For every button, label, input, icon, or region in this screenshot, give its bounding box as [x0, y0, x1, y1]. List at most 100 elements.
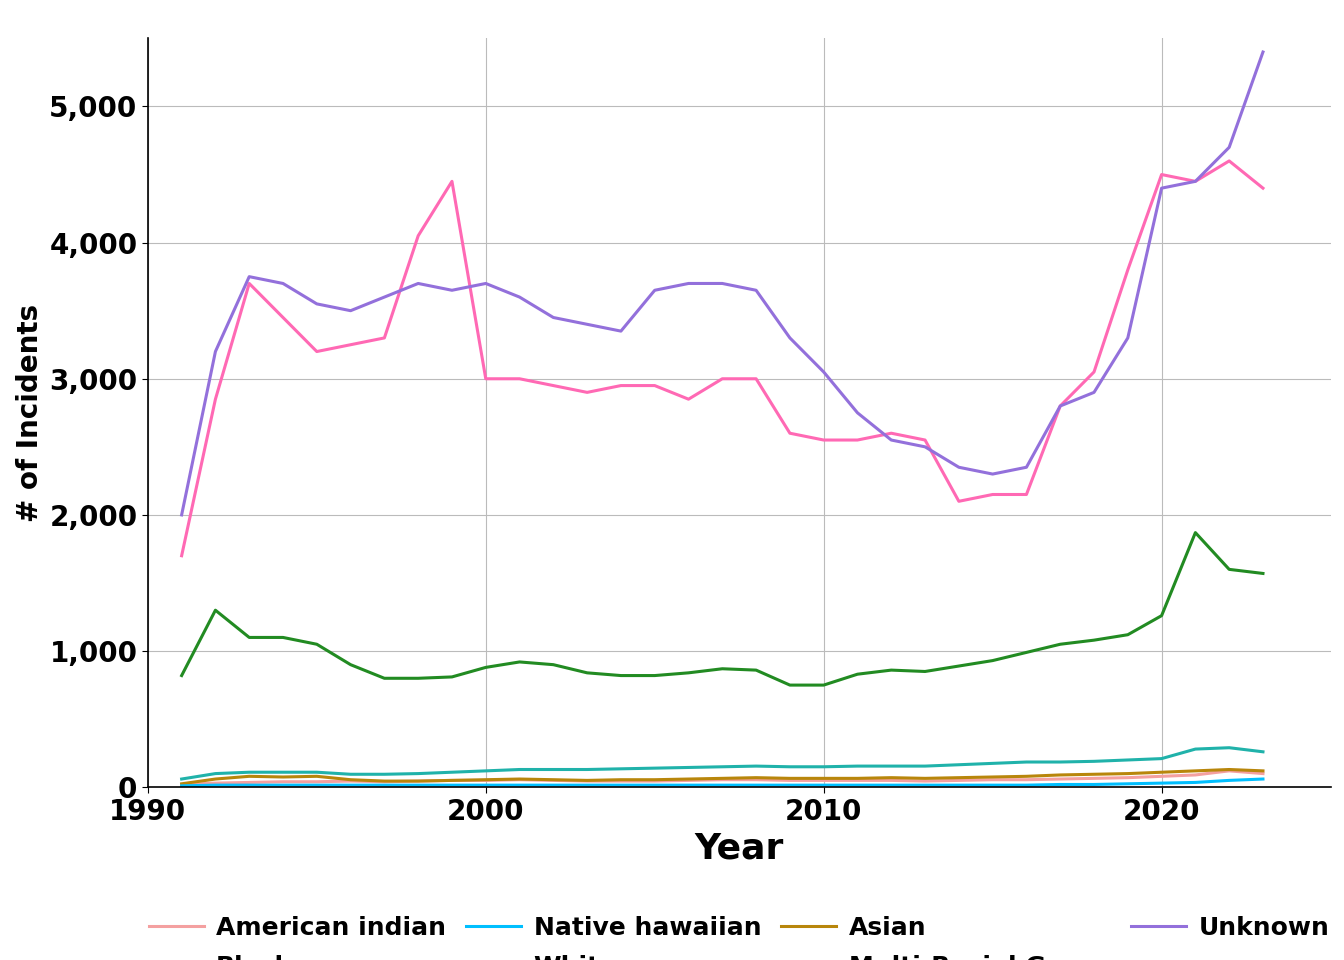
White: [309, 346, 325, 357]
Asian: [680, 773, 696, 784]
American indian: [816, 775, 832, 786]
Black: [276, 632, 292, 643]
American indian: [1255, 768, 1271, 780]
Multi-Racial Group: [444, 766, 460, 778]
Multi-Racial Group: [1120, 755, 1136, 766]
American indian: [173, 779, 190, 790]
Native hawaiian: [680, 780, 696, 791]
Multi-Racial Group: [782, 761, 798, 773]
Black: [207, 605, 223, 616]
White: [849, 434, 866, 445]
Y-axis label: # of Incidents: # of Incidents: [16, 303, 43, 522]
Black: [1187, 527, 1203, 539]
American indian: [849, 775, 866, 786]
Black: [1019, 647, 1035, 659]
Asian: [241, 771, 257, 782]
Multi-Racial Group: [1187, 743, 1203, 755]
Asian: [1086, 769, 1102, 780]
Multi-Racial Group: [546, 764, 562, 776]
Native hawaiian: [343, 780, 359, 791]
Black: [714, 663, 730, 675]
Multi-Racial Group: [512, 764, 528, 776]
Native hawaiian: [546, 780, 562, 791]
American indian: [950, 775, 966, 786]
Asian: [343, 774, 359, 785]
Native hawaiian: [816, 780, 832, 791]
Multi-Racial Group: [849, 760, 866, 772]
Native hawaiian: [613, 780, 629, 791]
Asian: [1120, 768, 1136, 780]
Native hawaiian: [917, 780, 933, 791]
White: [376, 332, 392, 344]
Multi-Racial Group: [1222, 742, 1238, 754]
White: [917, 434, 933, 445]
Native hawaiian: [749, 780, 765, 791]
Multi-Racial Group: [1153, 753, 1169, 764]
Asian: [1255, 765, 1271, 777]
Native hawaiian: [985, 780, 1001, 791]
Unknown: [173, 509, 190, 520]
Black: [579, 667, 595, 679]
Unknown: [579, 319, 595, 330]
White: [1086, 366, 1102, 377]
American indian: [714, 774, 730, 785]
Unknown: [546, 312, 562, 324]
X-axis label: Year: Year: [695, 831, 784, 865]
Black: [309, 638, 325, 650]
Black: [546, 659, 562, 670]
Unknown: [849, 407, 866, 419]
American indian: [343, 776, 359, 787]
Multi-Racial Group: [579, 764, 595, 776]
Multi-Racial Group: [749, 760, 765, 772]
Multi-Racial Group: [276, 766, 292, 778]
Black: [613, 670, 629, 682]
Black: [173, 670, 190, 682]
Native hawaiian: [512, 780, 528, 791]
Asian: [749, 772, 765, 783]
Asian: [276, 771, 292, 782]
Unknown: [309, 299, 325, 310]
White: [883, 427, 899, 439]
American indian: [410, 776, 426, 787]
White: [512, 373, 528, 385]
White: [1153, 169, 1169, 180]
Native hawaiian: [309, 780, 325, 791]
Multi-Racial Group: [477, 765, 493, 777]
American indian: [444, 775, 460, 786]
Native hawaiian: [1255, 773, 1271, 784]
American indian: [376, 776, 392, 787]
Legend: American indian, Black, Native hawaiian, White, Asian, Multi-Racial Group, Unkno: American indian, Black, Native hawaiian,…: [149, 916, 1329, 960]
Unknown: [241, 271, 257, 282]
Unknown: [714, 277, 730, 289]
American indian: [1222, 765, 1238, 777]
Unknown: [1255, 46, 1271, 58]
White: [1222, 156, 1238, 167]
White: [1019, 489, 1035, 500]
Native hawaiian: [579, 780, 595, 791]
Asian: [1153, 766, 1169, 778]
Black: [680, 667, 696, 679]
American indian: [276, 776, 292, 787]
Multi-Racial Group: [410, 768, 426, 780]
Black: [343, 659, 359, 670]
American indian: [546, 775, 562, 786]
Asian: [950, 772, 966, 783]
White: [749, 373, 765, 385]
Unknown: [985, 468, 1001, 480]
Black: [241, 632, 257, 643]
American indian: [917, 776, 933, 787]
Black: [410, 673, 426, 684]
Multi-Racial Group: [173, 773, 190, 784]
White: [444, 176, 460, 187]
Black: [1052, 638, 1068, 650]
Unknown: [477, 277, 493, 289]
Asian: [546, 774, 562, 785]
White: [816, 434, 832, 445]
Line: White: White: [181, 161, 1263, 556]
Unknown: [613, 325, 629, 337]
Asian: [444, 775, 460, 786]
Black: [646, 670, 663, 682]
Unknown: [1086, 387, 1102, 398]
American indian: [241, 777, 257, 788]
Native hawaiian: [241, 780, 257, 791]
